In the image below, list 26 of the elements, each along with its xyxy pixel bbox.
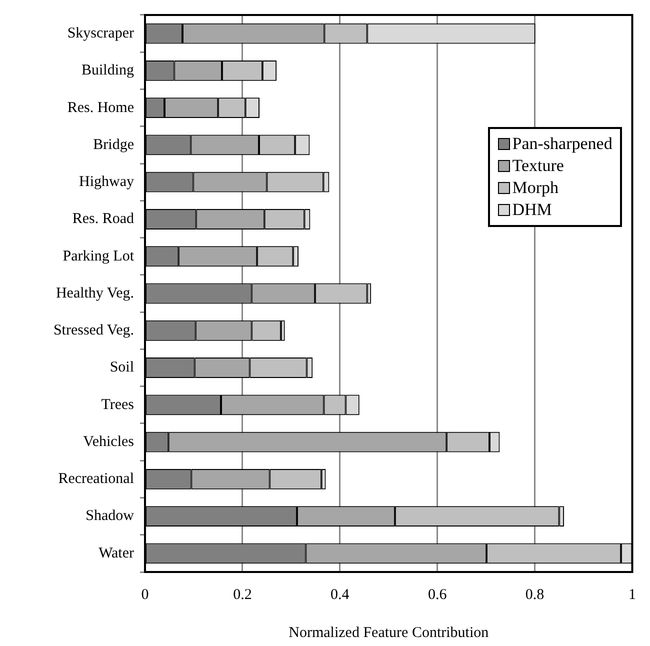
x-tick-label: 0.8 — [525, 586, 544, 603]
legend-label: Texture — [512, 155, 564, 177]
x-tick-label: 0.6 — [428, 586, 448, 603]
legend-label: Pan-sharpened — [512, 133, 612, 155]
legend-label: Morph — [512, 177, 559, 199]
y-tick-label: Highway — [79, 174, 134, 190]
y-tick-label: Stressed Veg. — [53, 322, 134, 339]
y-tick-label: Bridge — [93, 136, 134, 153]
y-tick-label: Vehicles — [83, 434, 134, 450]
y-tick-label: Res. Home — [67, 100, 134, 116]
y-tick-label: Res. Road — [72, 211, 134, 228]
x-tick-label: 0.2 — [233, 586, 252, 603]
x-tick-label: 1 — [628, 586, 636, 603]
x-tick-label: 0 — [141, 586, 149, 603]
y-tick-label: Trees — [101, 396, 134, 413]
x-axis-title: Normalized Feature Contribution — [288, 624, 490, 641]
y-tick-label: Soil — [110, 360, 134, 376]
y-tick-label: Skyscraper — [67, 26, 134, 42]
x-tick-label: 0.4 — [330, 586, 350, 603]
y-tick-label: Parking Lot — [62, 248, 135, 264]
legend-label: DHM — [512, 199, 552, 221]
y-tick-label: Recreational — [58, 471, 134, 488]
y-tick-label: Building — [81, 62, 134, 79]
y-tick-label: Healthy Veg. — [56, 285, 134, 302]
y-tick-label: Shadow — [86, 508, 134, 524]
y-tick-label: Water — [98, 545, 134, 562]
